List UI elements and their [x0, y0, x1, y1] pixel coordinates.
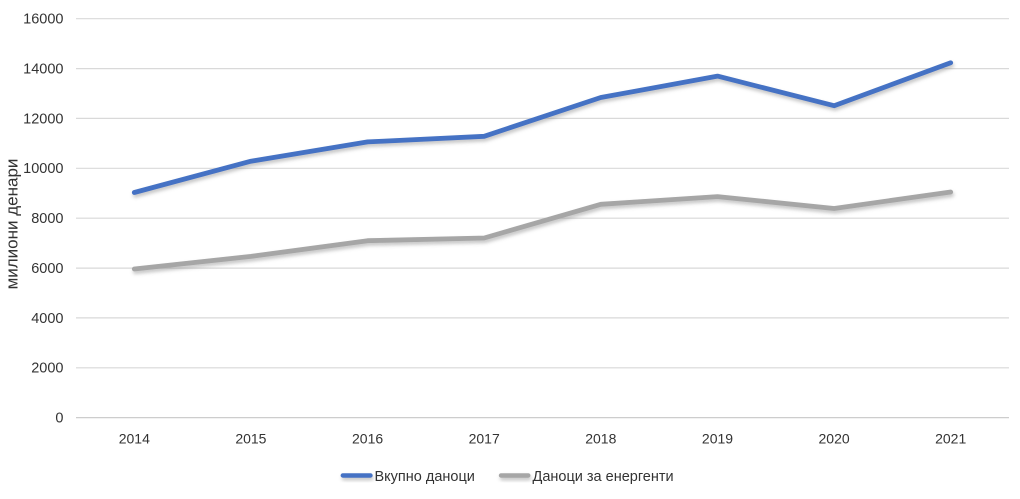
svg-text:2000: 2000 [31, 361, 63, 377]
svg-text:2018: 2018 [585, 431, 616, 447]
svg-text:Даноци за енергенти: Даноци за енергенти [533, 469, 674, 485]
svg-text:Вкупно даноци: Вкупно даноци [375, 469, 475, 485]
svg-text:милиони денари: милиони денари [3, 159, 22, 290]
svg-text:10000: 10000 [23, 161, 63, 177]
svg-text:0: 0 [55, 411, 63, 427]
svg-text:2015: 2015 [235, 431, 266, 447]
svg-text:16000: 16000 [23, 12, 63, 28]
svg-text:2016: 2016 [352, 431, 383, 447]
svg-text:4000: 4000 [31, 311, 63, 327]
svg-text:2014: 2014 [119, 431, 150, 447]
svg-text:8000: 8000 [31, 211, 63, 227]
svg-text:2020: 2020 [819, 431, 850, 447]
svg-text:14000: 14000 [23, 62, 63, 78]
svg-text:12000: 12000 [23, 111, 63, 127]
svg-text:6000: 6000 [31, 261, 63, 277]
svg-text:2019: 2019 [702, 431, 733, 447]
svg-text:2017: 2017 [469, 431, 500, 447]
svg-text:2021: 2021 [935, 431, 966, 447]
